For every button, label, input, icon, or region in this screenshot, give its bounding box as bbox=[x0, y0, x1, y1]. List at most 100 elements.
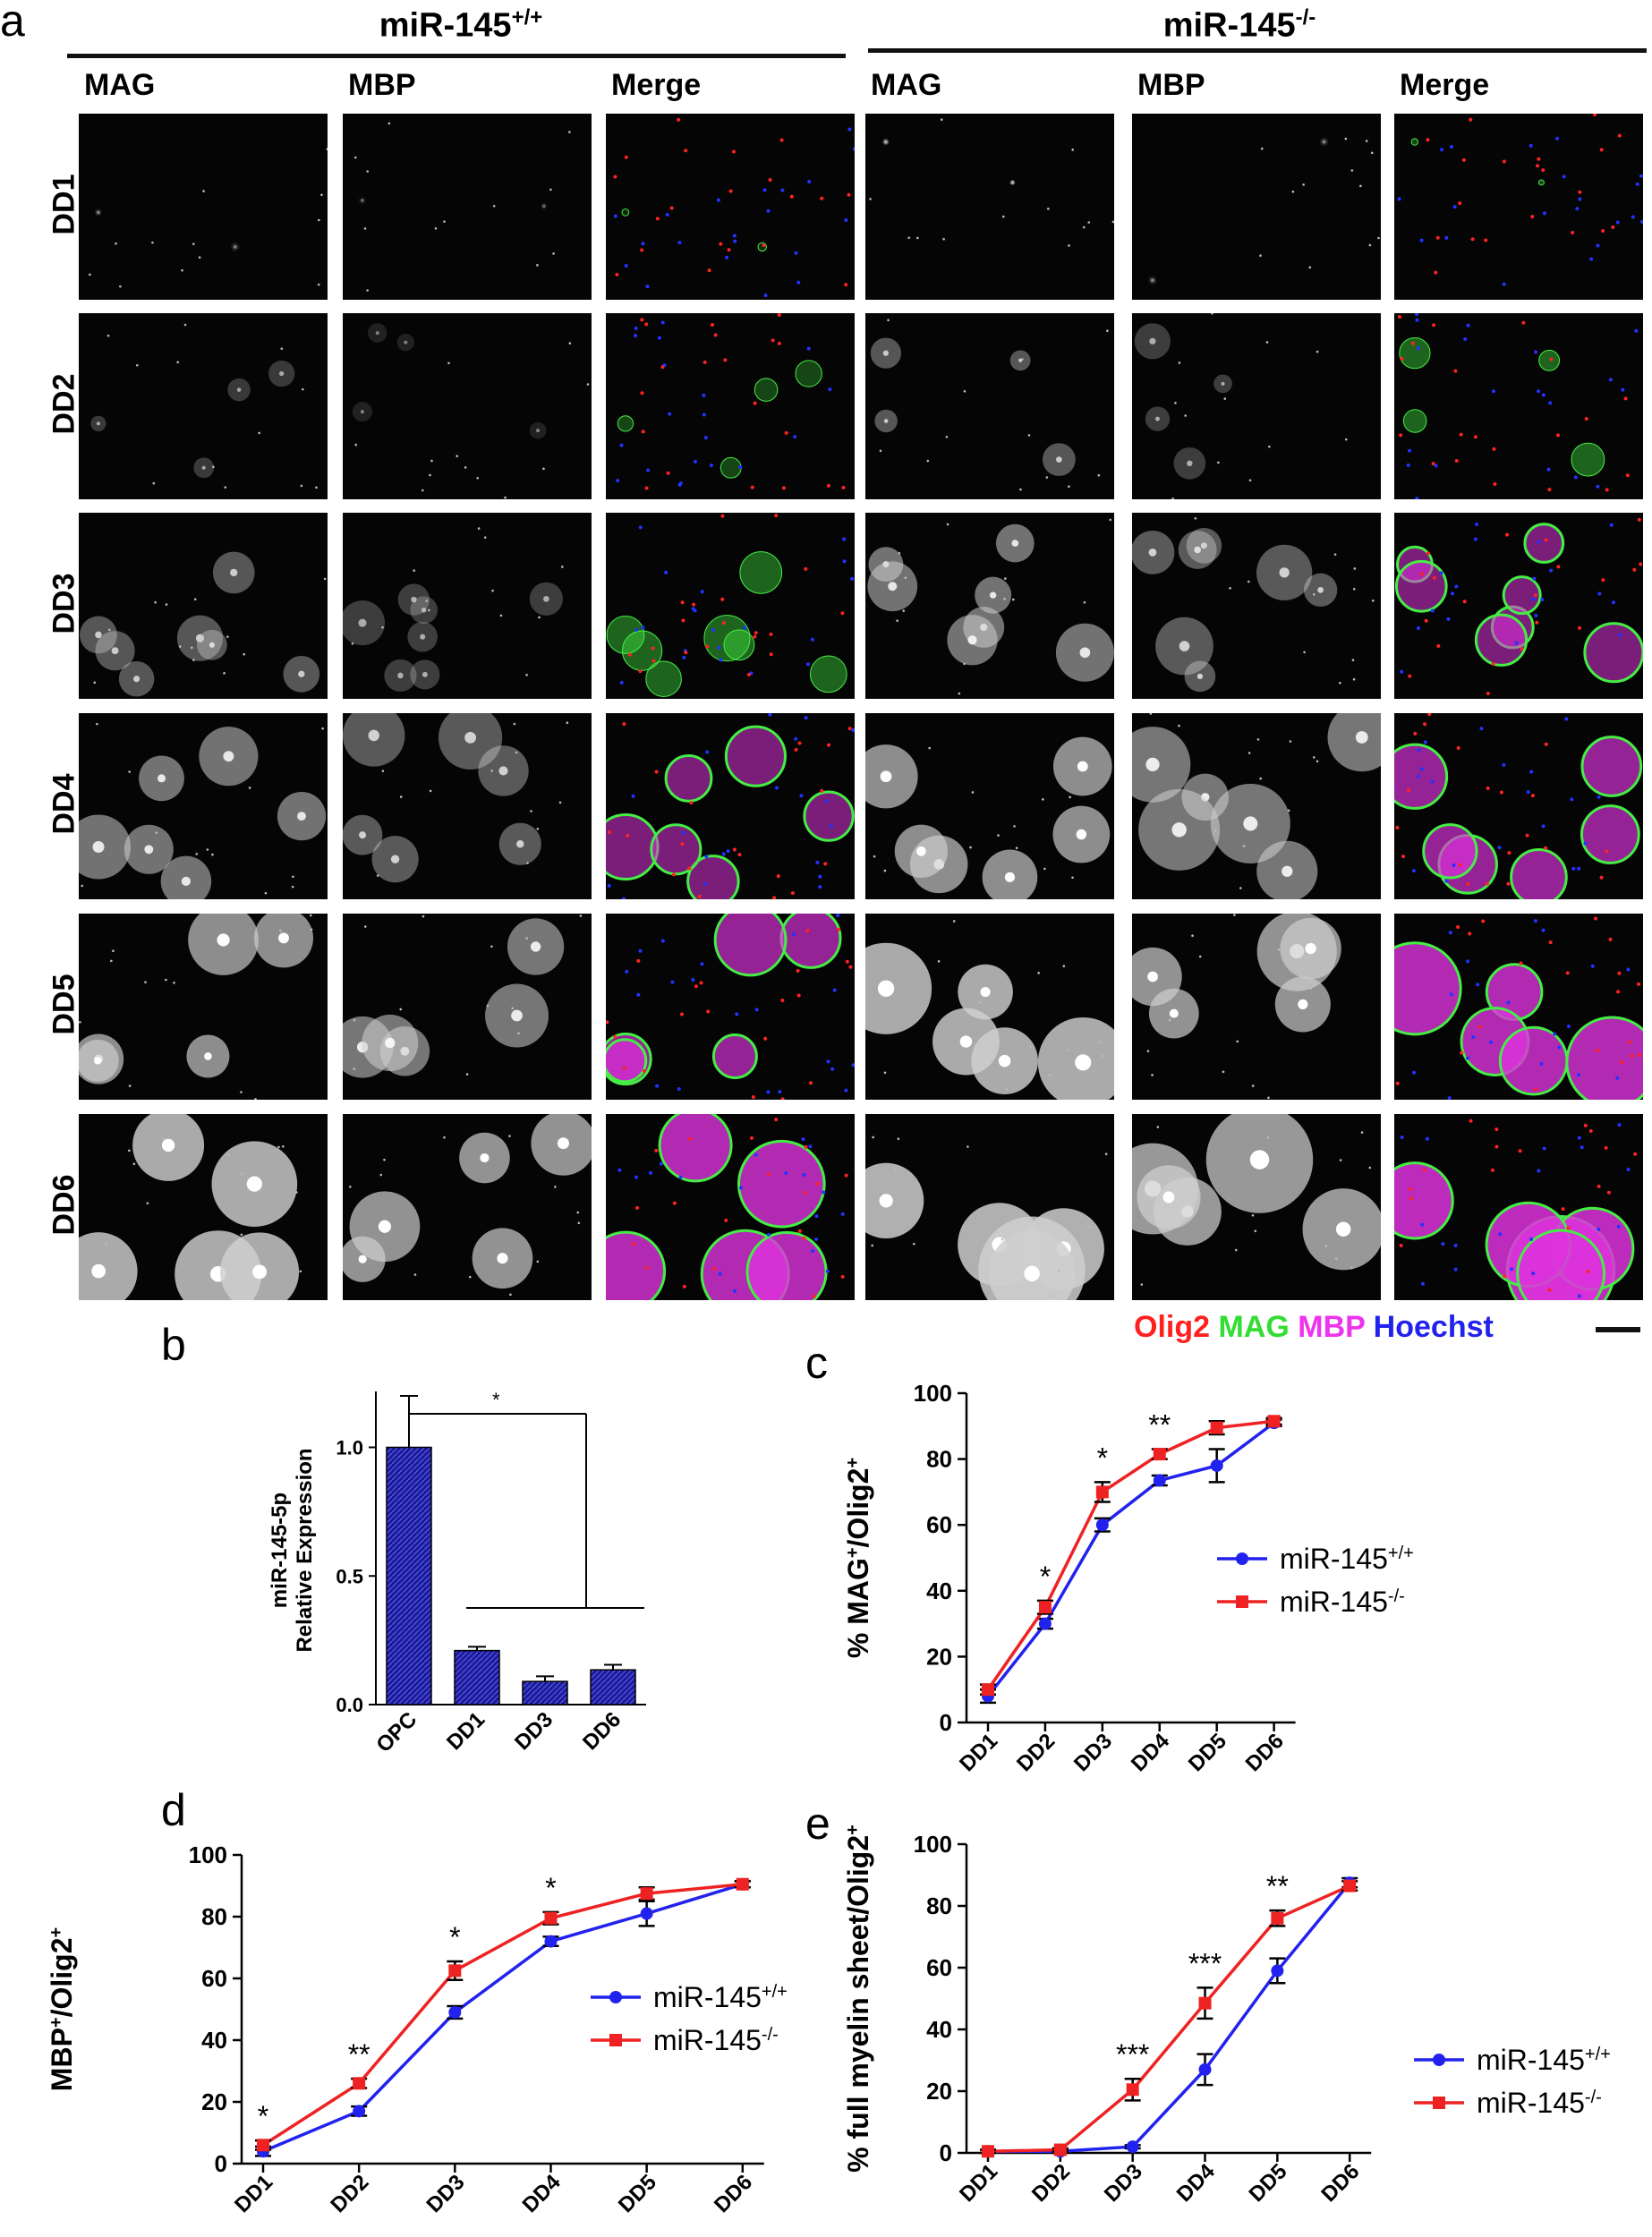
chart-d-annotation: * bbox=[449, 1921, 460, 1953]
micrograph-dd5-merge-wildtype bbox=[606, 914, 855, 1100]
micrograph-dd5-mbp-wildtype bbox=[343, 914, 592, 1100]
chart-b: b 0.0 0.5 1.0 miR-145-5p Relative Expression O… bbox=[161, 1320, 646, 1757]
chart-c-label: c bbox=[805, 1338, 828, 1388]
chart-c-xtick-label: DD1 bbox=[955, 1729, 1002, 1776]
chart-b-label: b bbox=[161, 1320, 186, 1370]
column-header-mbp-wildtype: MBP bbox=[348, 68, 416, 102]
chart-e-legend-marker bbox=[1433, 2054, 1445, 2066]
micrograph-dd1-merge-wildtype bbox=[606, 114, 855, 300]
chart-d-xtick-label: DD3 bbox=[422, 2170, 470, 2217]
chart-c-xtick-label: DD4 bbox=[1127, 1729, 1175, 1777]
micrograph-dd1-mag-wildtype bbox=[79, 114, 328, 300]
chart-c-ytick-label: 20 bbox=[926, 1643, 952, 1670]
group-title-knockout: miR-145-/- bbox=[881, 5, 1597, 46]
chart-d-legend-marker bbox=[609, 1991, 622, 2003]
row-header-dd1: DD1 bbox=[47, 174, 81, 235]
chart-e-point-knockout bbox=[982, 2145, 994, 2158]
chart-c-legend-marker bbox=[1236, 1552, 1248, 1565]
chart-e-ytick-label: 0 bbox=[940, 2139, 952, 2166]
chart-e-point-knockout bbox=[1126, 2083, 1139, 2097]
micrograph-dd6-mbp-knockout bbox=[1132, 1114, 1381, 1300]
chart-b-ytick-label: 1.0 bbox=[336, 1437, 363, 1459]
micrograph-dd6-merge-knockout bbox=[1394, 1114, 1643, 1300]
chart-e-ylabel: % full myelin sheet/Olig2+ bbox=[842, 1824, 874, 2173]
chart-c-annotation: * bbox=[1097, 1442, 1108, 1474]
chart-d-point-knockout bbox=[257, 2139, 269, 2152]
micrograph-dd3-mbp-wildtype bbox=[343, 513, 592, 699]
micrograph-dd1-mbp-wildtype bbox=[343, 114, 592, 300]
chart-c-point-wildtype bbox=[1038, 1617, 1052, 1630]
chart-e-point-wildtype bbox=[1198, 2063, 1212, 2076]
chart-b-bar-dd1 bbox=[454, 1649, 500, 1705]
chart-c-xtick-label: DD6 bbox=[1241, 1729, 1289, 1776]
chart-b-ytick-label: 0.5 bbox=[336, 1565, 363, 1587]
row-header-dd3: DD3 bbox=[47, 573, 81, 634]
chart-d-point-wildtype bbox=[544, 1935, 558, 1948]
micrograph-dd6-mag-wildtype bbox=[79, 1114, 328, 1300]
chart-d-xtick-label: DD2 bbox=[326, 2170, 373, 2217]
micrograph-dd4-merge-knockout bbox=[1394, 713, 1643, 899]
column-header-merge-knockout: Merge bbox=[1400, 68, 1490, 102]
chart-d-point-wildtype bbox=[353, 2105, 366, 2118]
micrograph-dd3-merge-wildtype bbox=[606, 513, 855, 699]
chart-e-point-knockout bbox=[1198, 1996, 1212, 2010]
chart-c-series-line-knockout bbox=[986, 1419, 1274, 1691]
chart-c-legend-label-knockout: miR-145-/- bbox=[1280, 1586, 1405, 1618]
chart-b-ylabel-line1: miR-145-5p bbox=[268, 1493, 292, 1608]
chart-e-legend-label-knockout: miR-145-/- bbox=[1477, 2087, 1602, 2119]
chart-d-point-knockout bbox=[353, 2077, 366, 2090]
chart-e-point-knockout bbox=[1343, 1879, 1357, 1893]
chart-e-point-wildtype bbox=[1271, 1964, 1284, 1978]
chart-e-annotation: ** bbox=[1266, 1870, 1289, 1902]
column-header-mag-knockout: MAG bbox=[871, 68, 942, 102]
chart-d-annotation: * bbox=[545, 1872, 556, 1904]
chart-b-ytick-label: 0.0 bbox=[336, 1694, 363, 1716]
micrograph-dd3-mag-wildtype bbox=[79, 513, 328, 699]
chart-c-xtick-label: DD2 bbox=[1012, 1729, 1060, 1776]
micrograph-dd4-mbp-knockout bbox=[1132, 713, 1381, 899]
micrograph-dd2-mag-wildtype bbox=[79, 313, 328, 499]
chart-e-ytick-label: 40 bbox=[926, 2016, 952, 2043]
micrograph-dd4-mbp-wildtype bbox=[343, 713, 592, 899]
micrograph-dd2-merge-knockout bbox=[1394, 313, 1643, 499]
chart-d-ylabel: MBP+/Olig2+ bbox=[46, 1927, 78, 2091]
micrograph-dd3-mbp-knockout bbox=[1132, 513, 1381, 699]
micrograph-dd2-mag-knockout bbox=[865, 313, 1114, 499]
chart-c-point-wildtype bbox=[1210, 1459, 1223, 1472]
micrograph-dd1-mag-knockout bbox=[865, 114, 1114, 300]
row-header-dd6: DD6 bbox=[47, 1174, 81, 1236]
chart-d-series-line-knockout bbox=[262, 1883, 743, 2147]
chart-c-legend-marker bbox=[1236, 1595, 1248, 1608]
chart-d-point-wildtype bbox=[448, 2005, 462, 2019]
chart-c-point-knockout bbox=[1267, 1415, 1281, 1428]
chart-d-point-wildtype bbox=[640, 1907, 653, 1920]
group-title-knockout-base: miR-145 bbox=[1162, 6, 1296, 45]
chart-e-point-knockout bbox=[1271, 1911, 1284, 1925]
column-header-mbp-knockout: MBP bbox=[1137, 68, 1205, 102]
chart-d-legend-label-knockout: miR-145-/- bbox=[653, 2024, 779, 2056]
chart-c-series-line-wildtype bbox=[986, 1421, 1275, 1697]
chart-e-point-knockout bbox=[1053, 2143, 1067, 2156]
micrograph-dd2-mbp-knockout bbox=[1132, 313, 1381, 499]
group-title-wildtype-sup: +/+ bbox=[511, 5, 543, 30]
stain-mag: MAG bbox=[1218, 1310, 1290, 1344]
chart-c-point-knockout bbox=[1095, 1485, 1109, 1499]
chart-e-xtick-label: DD2 bbox=[1027, 2159, 1075, 2207]
chart-d-point-knockout bbox=[640, 1887, 653, 1901]
chart-e: e 0 20 40 60 80 100 DD1 DD2 DD3 DD4 DD5 DD6 % full my… bbox=[805, 1799, 1611, 2207]
chart-d-series-line-wildtype bbox=[262, 1883, 744, 2153]
chart-d-point-knockout bbox=[448, 1964, 462, 1978]
chart-c-annotation: ** bbox=[1148, 1409, 1171, 1442]
chart-c-ytick-label: 100 bbox=[914, 1380, 952, 1407]
chart-d-xtick-label: DD6 bbox=[710, 2170, 757, 2217]
chart-d-annotation: * bbox=[258, 2100, 268, 2132]
chart-d-ytick-label: 40 bbox=[201, 2027, 227, 2054]
group-title-knockout-sup: -/- bbox=[1295, 5, 1316, 30]
stain-legend: Olig2 MAG MBP Hoechst bbox=[1134, 1310, 1494, 1345]
chart-d-legend-marker bbox=[609, 2034, 622, 2046]
chart-d-label: d bbox=[161, 1785, 186, 1835]
chart-e-label: e bbox=[805, 1799, 830, 1849]
chart-e-series-line-knockout bbox=[987, 1884, 1350, 2154]
chart-b-bar-opc bbox=[386, 1446, 432, 1705]
row-header-dd5: DD5 bbox=[47, 974, 81, 1035]
